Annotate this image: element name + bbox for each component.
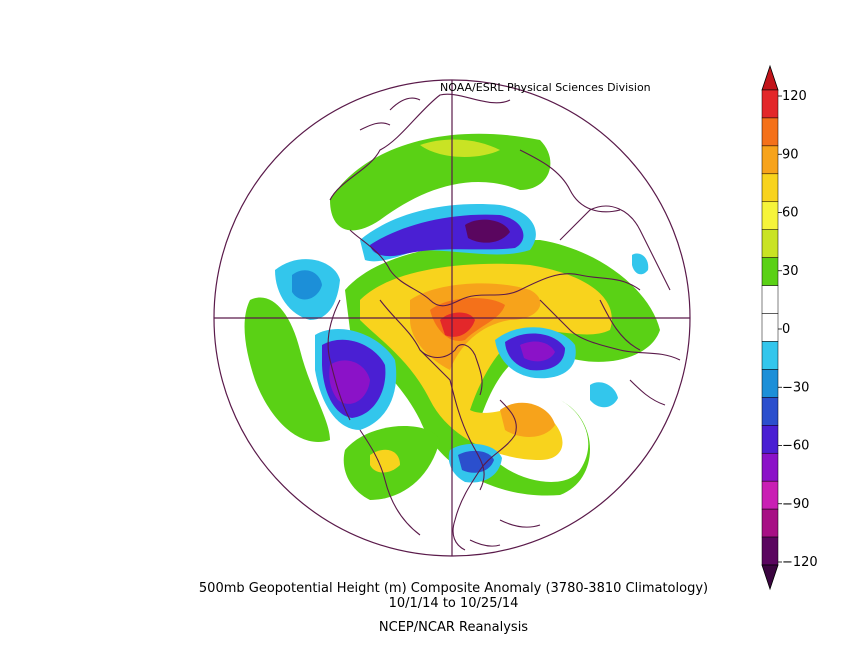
color-scale-tick-label: 120 [782, 89, 807, 104]
data-source: NCEP/NCAR Reanalysis [378, 620, 529, 635]
color-scale-swatch [761, 341, 779, 370]
positive-southwest-yellow [370, 449, 400, 473]
negative-eurasia-core [465, 219, 510, 243]
color-scale-tick-label: −30 [782, 380, 809, 395]
color-scale-max-arrow [761, 64, 779, 91]
color-scale-swatch [761, 397, 779, 426]
negative-southeast-indigo [458, 450, 494, 473]
color-scale-labels: 120 90 60 30 0 −30 −60 −90 −120 [778, 89, 818, 570]
coastlines [327, 93, 681, 551]
color-scale-swatch [761, 369, 779, 398]
negative-pacific-midblue [292, 270, 322, 300]
color-scale-tick-label: 60 [782, 206, 799, 221]
color-scale-tick-label: 90 [782, 147, 799, 162]
color-scale-swatch [761, 313, 779, 342]
color-scale-swatch [761, 201, 779, 230]
positive-band-north [330, 133, 551, 231]
chart-title: 500mb Geopotential Height (m) Composite … [198, 581, 709, 596]
negative-atlantic-blue [590, 382, 618, 408]
color-scale-tick-label: −90 [782, 497, 809, 512]
color-scale-swatches [761, 64, 779, 591]
anomaly-field [244, 133, 660, 500]
negative-europe-core [520, 341, 555, 362]
negative-asia-small [632, 253, 649, 275]
positive-band-north-yellow [420, 139, 500, 157]
color-scale-tick-label: 0 [782, 322, 790, 337]
color-scale-swatch [761, 257, 779, 286]
date-range: 10/1/14 to 10/25/14 [388, 596, 519, 611]
color-scale-swatch [761, 452, 779, 482]
color-scale-tick-label: −120 [782, 555, 818, 570]
color-scale-min-arrow [761, 564, 779, 591]
color-scale-swatch [761, 229, 779, 258]
positive-pacific-green [244, 297, 330, 442]
color-scale-swatch [761, 285, 779, 314]
credit-text: NOAA/ESRL Physical Sciences Division [440, 81, 651, 94]
color-scale-tick-label: −60 [782, 439, 809, 454]
color-scale-swatch [761, 536, 779, 566]
color-scale-tick-label: 30 [782, 264, 799, 279]
color-scale-swatch [761, 480, 779, 510]
color-scale-swatch [761, 508, 779, 538]
color-scale-swatch [761, 117, 779, 147]
color-scale-swatch [761, 89, 779, 119]
color-scale-swatch [761, 145, 779, 175]
color-scale-swatch [761, 425, 779, 454]
positive-atlantic-orange [500, 402, 555, 437]
color-scale-swatch [761, 173, 779, 203]
